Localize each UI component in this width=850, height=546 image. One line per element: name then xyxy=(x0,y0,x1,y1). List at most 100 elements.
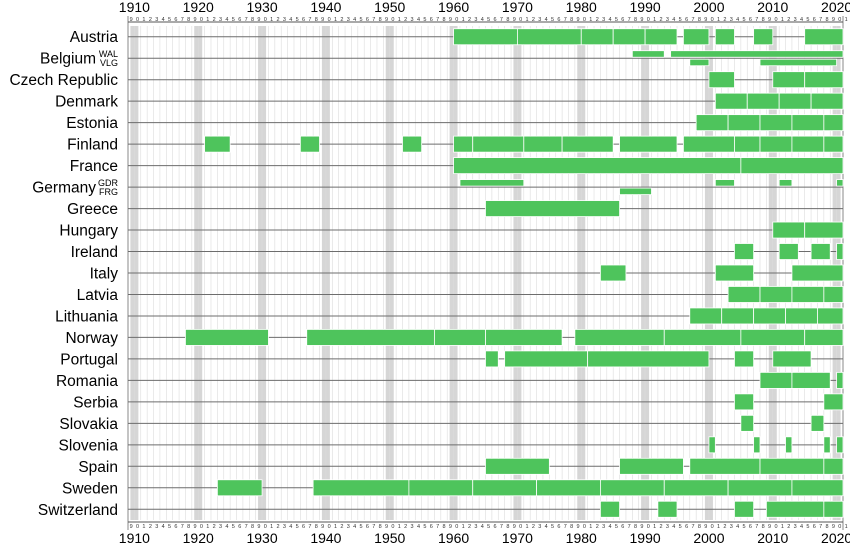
year-digit-label: 8 xyxy=(506,524,509,530)
timeline-bar xyxy=(817,307,844,325)
year-digit-label: 8 xyxy=(698,17,701,23)
year-digit-label: 5 xyxy=(487,524,490,530)
year-digit-label: 2 xyxy=(596,524,599,530)
year-digit-label: 2 xyxy=(340,524,343,530)
bottom-decade-label: 2010 xyxy=(757,530,788,546)
timeline-bar xyxy=(823,500,844,518)
country-label: Austria xyxy=(70,29,119,46)
year-digit-label: 1 xyxy=(270,17,273,23)
bottom-decade-label: 1910 xyxy=(119,530,150,546)
year-digit-label: 7 xyxy=(245,17,248,23)
timeline-bar xyxy=(485,350,499,368)
year-digit-label: 3 xyxy=(347,524,350,530)
year-digit-label: 2 xyxy=(596,17,599,23)
year-digit-label: 7 xyxy=(755,17,758,23)
year-digit-label: 6 xyxy=(749,524,752,530)
year-digit-label: 8 xyxy=(570,524,573,530)
timeline-bar xyxy=(759,371,793,389)
year-digit-label: 9 xyxy=(321,17,324,23)
bottom-decade-label: 1960 xyxy=(438,530,469,546)
year-digit-label: 0 xyxy=(200,17,203,23)
year-digit-label: 2 xyxy=(276,17,279,23)
top-decade-label: 1940 xyxy=(310,0,341,15)
year-digit-label: 4 xyxy=(545,524,548,530)
year-digit-label: 9 xyxy=(449,17,452,23)
timeline-bar xyxy=(721,307,755,325)
year-digit-label: 8 xyxy=(187,524,190,530)
country-label: Romania xyxy=(56,373,118,390)
year-digit-label: 5 xyxy=(423,17,426,23)
year-digit-label: 5 xyxy=(615,524,618,530)
top-decade-label: 1990 xyxy=(630,0,661,15)
year-digit-label: 9 xyxy=(513,524,516,530)
timeline-bar xyxy=(772,350,812,368)
top-decade-label: 2020 xyxy=(821,0,850,15)
timeline-bar xyxy=(823,286,844,303)
timeline-bar xyxy=(804,221,844,239)
year-digit-label: 1 xyxy=(781,524,784,530)
year-digit-label: 0 xyxy=(711,524,714,530)
timeline-bar xyxy=(708,436,716,454)
bottom-decade-label: 1940 xyxy=(310,530,341,546)
year-digit-label: 8 xyxy=(762,17,765,23)
year-digit-label: 4 xyxy=(736,17,739,23)
year-digit-label: 7 xyxy=(691,17,694,23)
timeline-bar xyxy=(778,92,812,110)
year-digit-label: 5 xyxy=(359,524,362,530)
sub-label: VLG xyxy=(100,58,118,68)
year-digit-label: 4 xyxy=(162,524,165,530)
timeline-bar xyxy=(823,436,831,454)
year-digit-label: 7 xyxy=(628,524,631,530)
year-digit-label: 1 xyxy=(142,524,145,530)
year-digit-label: 2 xyxy=(404,524,407,530)
timeline-bar xyxy=(778,179,793,187)
year-digit-label: 9 xyxy=(257,17,260,23)
year-digit-label: 0 xyxy=(264,17,267,23)
timeline-bar xyxy=(791,286,825,303)
year-digit-label: 5 xyxy=(743,524,746,530)
year-digit-label: 0 xyxy=(136,524,139,530)
timeline-bar xyxy=(600,500,620,518)
timeline-bar xyxy=(791,264,844,282)
timeline-bar xyxy=(708,71,735,89)
timeline-bar xyxy=(523,135,563,153)
timeline-bar xyxy=(600,479,665,497)
timeline-bar xyxy=(485,457,550,475)
year-digit-label: 7 xyxy=(245,524,248,530)
year-digit-label: 3 xyxy=(411,17,414,23)
timeline-bar xyxy=(727,286,761,303)
year-digit-label: 6 xyxy=(174,17,177,23)
bottom-decade-label: 1970 xyxy=(502,530,533,546)
year-digit-label: 9 xyxy=(385,524,388,530)
timeline-bar xyxy=(299,135,320,153)
year-digit-label: 6 xyxy=(494,17,497,23)
timeline-bar xyxy=(408,479,474,497)
timeline-bar xyxy=(823,457,844,475)
year-digit-label: 1 xyxy=(589,17,592,23)
bottom-decade-label: 1980 xyxy=(566,530,597,546)
timeline-bar xyxy=(663,479,729,497)
timeline-bar xyxy=(772,221,806,239)
year-digit-label: 0 xyxy=(838,17,841,23)
timeline-bar xyxy=(727,479,793,497)
year-digit-label: 8 xyxy=(379,17,382,23)
country-label: Estonia xyxy=(66,115,118,132)
year-digit-label: 7 xyxy=(628,17,631,23)
year-digit-label: 4 xyxy=(289,524,292,530)
year-digit-label: 7 xyxy=(564,17,567,23)
bottom-decade-label: 1990 xyxy=(630,530,661,546)
timeline-bar xyxy=(823,135,844,153)
year-digit-label: 4 xyxy=(289,17,292,23)
timeline-bar xyxy=(740,414,755,432)
year-digit-label: 2 xyxy=(149,17,152,23)
year-digit-label: 0 xyxy=(583,524,586,530)
top-decade-label: 1980 xyxy=(566,0,597,15)
year-digit-label: 6 xyxy=(494,524,497,530)
timeline-bar xyxy=(714,92,748,110)
year-digit-label: 1 xyxy=(206,524,209,530)
timeline-bar xyxy=(644,28,678,46)
timeline-bar xyxy=(472,135,525,153)
country-label: Latvia xyxy=(77,287,119,304)
year-digit-label: 2 xyxy=(723,17,726,23)
